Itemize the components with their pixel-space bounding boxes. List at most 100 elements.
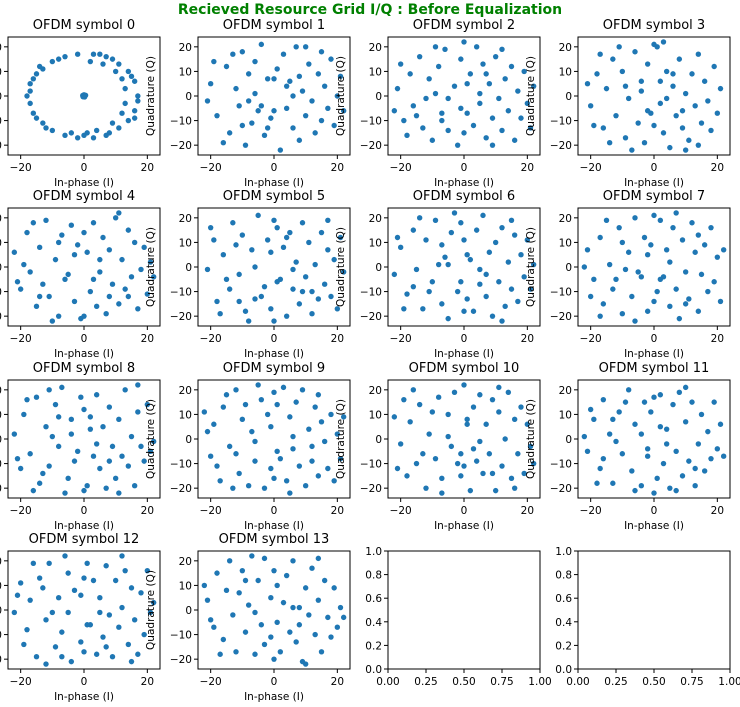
data-point <box>530 261 537 268</box>
data-point <box>49 609 56 616</box>
data-point <box>508 286 515 292</box>
data-point <box>334 306 341 312</box>
data-point <box>597 313 603 319</box>
data-point <box>692 465 698 472</box>
data-point <box>312 261 318 268</box>
data-point <box>128 274 135 280</box>
subplot-title: OFDM symbol 12 <box>29 532 140 547</box>
data-point <box>331 478 337 484</box>
data-point <box>78 394 84 400</box>
x-tick-label: 0 <box>81 162 88 174</box>
x-tick-label: 0.25 <box>604 676 627 688</box>
x-axis-label: In-phase (I) <box>54 520 114 532</box>
axes-frame <box>197 36 351 156</box>
data-point <box>290 433 296 440</box>
data-point <box>90 220 97 226</box>
data-point <box>252 609 258 616</box>
data-point <box>71 298 78 305</box>
data-point <box>594 71 600 77</box>
data-point <box>334 93 341 99</box>
data-point <box>55 443 62 450</box>
y-tick-label: 0.6 <box>555 593 572 605</box>
data-point <box>245 98 252 104</box>
data-point <box>90 453 97 459</box>
data-point <box>489 470 496 477</box>
data-point <box>435 394 442 400</box>
data-point <box>264 125 271 131</box>
data-point <box>445 127 451 134</box>
y-tick-label: 0 <box>565 434 572 446</box>
subplot-title: OFDM symbol 7 <box>603 189 705 204</box>
data-point <box>141 244 147 251</box>
y-tick-label: −10 <box>360 459 382 471</box>
data-point <box>27 597 33 603</box>
data-point <box>714 446 721 452</box>
y-tick-label: 10 <box>369 66 382 78</box>
data-point <box>423 485 429 491</box>
y-tick-label: 20 <box>179 213 192 225</box>
data-point <box>214 463 220 469</box>
data-point <box>477 281 483 287</box>
y-axis-label: Quadrature (Q) <box>335 227 347 307</box>
data-point <box>489 313 496 319</box>
y-tick-label: 10 <box>559 237 572 249</box>
data-point <box>116 301 122 307</box>
data-point <box>692 103 698 109</box>
data-point <box>518 252 524 258</box>
points-layer <box>391 210 537 324</box>
y-tick-label: −20 <box>170 311 192 323</box>
data-point <box>264 411 271 418</box>
data-point <box>103 563 109 569</box>
x-tick-label: 20 <box>711 162 724 174</box>
data-point <box>84 622 90 628</box>
data-point <box>695 441 702 447</box>
data-point <box>274 224 280 231</box>
data-point <box>271 656 277 662</box>
data-point <box>112 68 119 75</box>
data-point <box>49 433 56 440</box>
y-tick-label: −10 <box>0 116 2 128</box>
data-point <box>714 254 721 260</box>
y-tick-label: 10 <box>179 66 192 78</box>
data-point <box>258 41 265 48</box>
data-point <box>290 558 296 564</box>
data-point <box>667 144 673 151</box>
data-point <box>464 296 470 302</box>
axes-frame <box>577 207 731 327</box>
data-point <box>226 558 233 564</box>
data-point <box>274 279 280 285</box>
data-point <box>71 458 78 464</box>
data-point <box>296 463 303 469</box>
data-point <box>416 215 423 221</box>
data-point <box>201 409 208 415</box>
data-point <box>391 271 398 278</box>
data-point <box>46 293 52 300</box>
data-point <box>116 125 122 131</box>
data-point <box>651 122 657 129</box>
data-point <box>125 68 132 75</box>
data-point <box>581 433 588 440</box>
data-point <box>125 641 132 648</box>
data-point <box>619 311 626 317</box>
data-point <box>68 130 75 136</box>
data-point <box>524 421 531 427</box>
data-point <box>331 122 337 129</box>
data-point <box>93 441 100 447</box>
data-point <box>432 217 439 223</box>
data-point <box>252 296 258 302</box>
data-point <box>21 261 27 268</box>
subplot-9: −20 0 20 −20 −10 0 10 20 OFDM symbol 9 In-phase (… <box>145 361 351 532</box>
data-point <box>207 453 214 459</box>
data-point <box>90 135 97 141</box>
data-point <box>401 117 407 124</box>
data-point <box>445 433 451 440</box>
data-point <box>283 105 290 111</box>
data-point <box>264 76 271 82</box>
data-point <box>245 483 252 489</box>
data-point <box>470 122 477 129</box>
data-point <box>663 247 670 253</box>
data-point <box>641 399 648 405</box>
data-point <box>420 451 426 457</box>
data-point <box>432 90 439 97</box>
data-point <box>290 286 296 292</box>
